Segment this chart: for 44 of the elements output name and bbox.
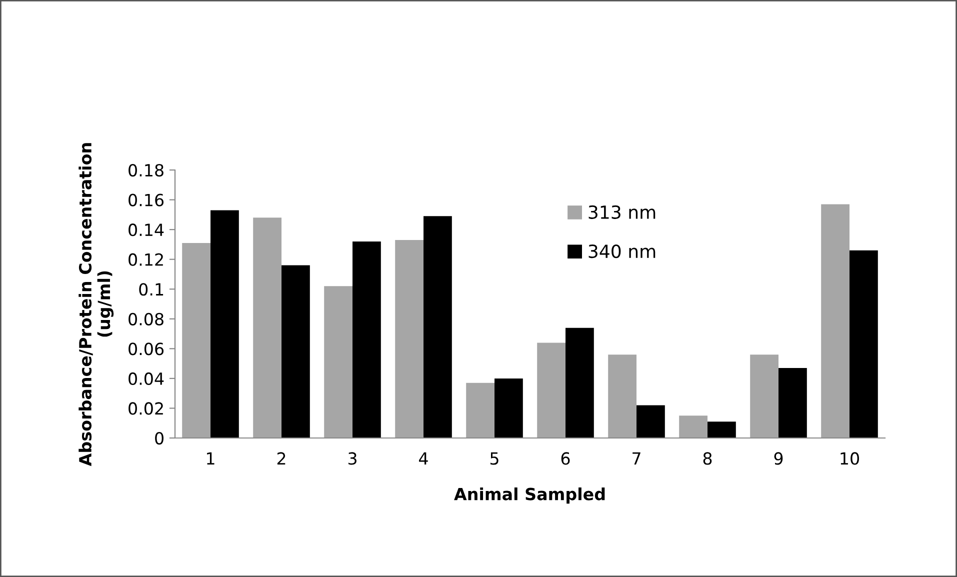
y-tick-label: 0.1 bbox=[139, 283, 164, 296]
bar bbox=[324, 286, 352, 438]
y-tick-label: 0.02 bbox=[128, 402, 163, 415]
y-tick-label: 0.18 bbox=[128, 164, 164, 177]
x-tick-label: 8 bbox=[703, 452, 712, 465]
y-axis-title: Absorbance/Protein Concentration (ug/ml) bbox=[78, 143, 114, 466]
x-tick-label: 10 bbox=[840, 452, 859, 465]
x-tick-label: 1 bbox=[207, 452, 214, 465]
x-tick-label: 5 bbox=[490, 452, 498, 465]
bar bbox=[395, 240, 424, 438]
legend-label: 340 nm bbox=[588, 244, 656, 258]
bar bbox=[636, 405, 665, 438]
bar bbox=[850, 250, 878, 438]
legend-label: 313 nm bbox=[588, 205, 656, 219]
x-tick-label: 6 bbox=[561, 452, 570, 465]
x-tick-label: 7 bbox=[632, 452, 640, 465]
bar bbox=[566, 328, 594, 438]
x-tick-label: 2 bbox=[277, 452, 286, 465]
bar bbox=[821, 204, 850, 438]
y-tick-label: 0.12 bbox=[128, 253, 163, 266]
bar bbox=[253, 218, 282, 438]
y-tick-label: 0.14 bbox=[128, 224, 164, 236]
y-tick-label: 0.06 bbox=[128, 342, 164, 356]
x-tick-label: 3 bbox=[348, 452, 356, 465]
bar bbox=[282, 265, 310, 438]
bar bbox=[708, 422, 736, 438]
x-tick-label: 9 bbox=[774, 452, 783, 465]
bar bbox=[750, 354, 778, 438]
y-tick-label: 0 bbox=[155, 432, 164, 445]
bar bbox=[778, 368, 807, 438]
bar bbox=[352, 241, 381, 438]
bar bbox=[466, 382, 494, 438]
bar bbox=[679, 416, 708, 438]
y-tick-label: 0.16 bbox=[128, 194, 164, 206]
bar bbox=[537, 342, 566, 438]
bar bbox=[494, 378, 523, 438]
bar bbox=[608, 354, 636, 438]
y-tick-label: 0.04 bbox=[128, 372, 164, 386]
x-axis-title: Animal Sampled bbox=[454, 487, 605, 504]
bar bbox=[424, 216, 452, 438]
bar bbox=[182, 242, 210, 438]
bar bbox=[210, 210, 239, 438]
y-tick-label: 0.08 bbox=[128, 312, 164, 326]
x-tick-label: 4 bbox=[419, 452, 428, 465]
